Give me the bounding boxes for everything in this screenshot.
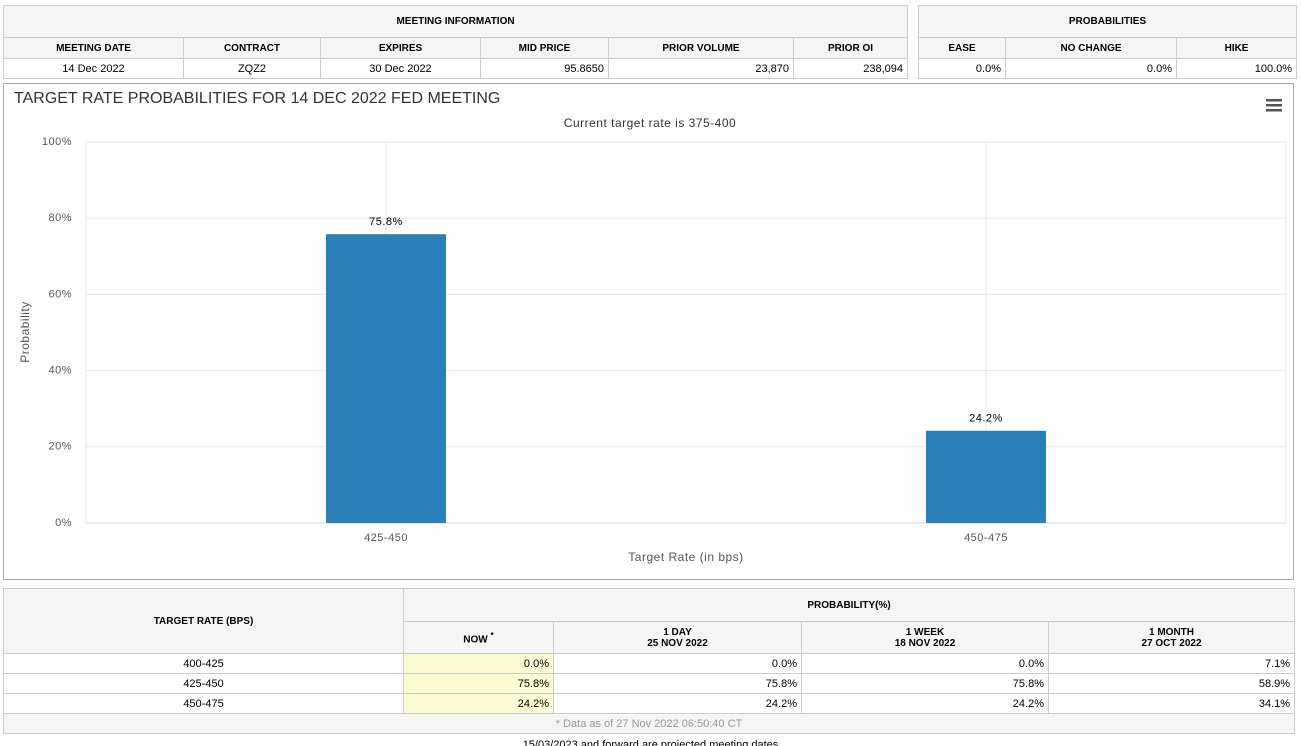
x-axis-title: Target Rate (in bps): [628, 550, 743, 564]
y-axis-title: Probability: [18, 301, 32, 363]
column-header: EASE: [918, 37, 1006, 59]
cell: 400-425: [3, 653, 404, 674]
chart-panel: TARGET RATE PROBABILITIES FOR 14 DEC 202…: [3, 83, 1294, 580]
meeting-info-table: MEETING INFORMATION MEETING DATE CONTRAC…: [2, 5, 909, 79]
column-header: 1 MONTH 27 OCT 2022: [1047, 621, 1296, 654]
column-date: 18 NOV 2022: [894, 637, 956, 649]
chart-title: TARGET RATE PROBABILITIES FOR 14 DEC 202…: [14, 90, 500, 107]
bar: [326, 234, 446, 523]
cell: 0.0%: [918, 58, 1006, 79]
y-tick-label: 20%: [48, 441, 72, 453]
cell: 23,870: [608, 58, 794, 79]
cell: 75.8%: [801, 673, 1049, 694]
cell: 34.1%: [1047, 693, 1296, 714]
cell: 95.8650: [480, 58, 609, 79]
column-label: 1 WEEK: [905, 626, 945, 638]
column-date: 27 OCT 2022: [1141, 637, 1202, 649]
column-header: PRIOR VOLUME: [608, 37, 794, 59]
cell: ZQZ2: [183, 58, 321, 79]
column-header: MEETING DATE: [3, 37, 184, 59]
column-label: 1 DAY: [663, 626, 692, 638]
column-label: NOW: [463, 634, 488, 646]
cell: 0.0%: [801, 653, 1049, 674]
footer-note: 15/03/2023 and forward are projected mee…: [522, 739, 779, 746]
column-label: 1 MONTH: [1149, 626, 1195, 638]
cell: 75.8%: [553, 673, 802, 694]
cell: 14 Dec 2022: [3, 58, 184, 79]
column-header: CONTRACT: [183, 37, 321, 59]
table-row: 425-450 75.8% 75.8% 75.8% 58.9%: [3, 673, 1296, 694]
data-label: 24.2%: [969, 413, 1003, 425]
table-body: 400-425 0.0% 0.0% 0.0% 7.1% 425-450 75.8% 75.8%…: [3, 653, 1296, 714]
y-tick-label: 80%: [48, 212, 72, 224]
cell: 0.0%: [553, 653, 802, 674]
x-tick-label: 425-450: [364, 532, 408, 544]
cell: 24.2%: [801, 693, 1049, 714]
cell: 75.8%: [403, 673, 554, 694]
bar: [926, 430, 1046, 523]
column-header: NOW *: [403, 621, 554, 654]
cell: 450-475: [3, 693, 404, 714]
group-header: PROBABILITY(%): [402, 588, 1296, 622]
menu-icon[interactable]: [1266, 99, 1282, 112]
column-date: 25 NOV 2022: [647, 637, 708, 649]
column-header: HIKE: [1175, 37, 1298, 59]
column-header: NO CHANGE: [1005, 37, 1177, 59]
cell: 7.1%: [1047, 653, 1296, 674]
footnote-mark: *: [490, 629, 494, 640]
cell: 30 Dec 2022: [320, 58, 481, 79]
cell: 24.2%: [553, 693, 802, 714]
y-tick-label: 60%: [48, 288, 72, 300]
cell: 58.9%: [1047, 673, 1296, 694]
x-tick-label: 450-475: [964, 532, 1008, 544]
column-header: 1 DAY 25 NOV 2022: [553, 621, 802, 654]
cell: 24.2%: [403, 693, 554, 714]
cell: 238,094: [792, 58, 909, 79]
column-header: MID PRICE: [480, 37, 609, 59]
chart-subtitle: Current target rate is 375-400: [564, 116, 736, 130]
cell: 425-450: [3, 673, 404, 694]
cell: 0.0%: [1005, 58, 1177, 79]
column-header: 1 WEEK 18 NOV 2022: [801, 621, 1049, 654]
probabilities-table: PROBABILITIES EASE NO CHANGE HIKE 0.0% 0…: [917, 5, 1298, 79]
column-header: EXPIRES: [320, 37, 481, 59]
y-tick-label: 100%: [42, 136, 72, 148]
y-tick-label: 40%: [48, 365, 72, 377]
y-tick-label: 0%: [55, 517, 72, 529]
table-title: MEETING INFORMATION: [2, 5, 909, 38]
table-row: 400-425 0.0% 0.0% 0.0% 7.1%: [3, 653, 1296, 674]
column-header: PRIOR OI: [792, 37, 909, 59]
history-table: TARGET RATE (BPS) PROBABILITY(%) NOW * 1…: [2, 588, 1296, 734]
data-label: 75.8%: [369, 216, 403, 228]
cell: 0.0%: [403, 653, 554, 674]
cell: 100.0%: [1175, 58, 1298, 79]
note: * Data as of 27 Nov 2022 06:50:40 CT: [2, 713, 1296, 734]
table-row: 450-475 24.2% 24.2% 24.2% 34.1%: [3, 693, 1296, 714]
row-header: TARGET RATE (BPS): [3, 588, 404, 654]
chart: TARGET RATE PROBABILITIES FOR 14 DEC 202…: [14, 90, 1287, 564]
table-title: PROBABILITIES: [917, 5, 1298, 38]
